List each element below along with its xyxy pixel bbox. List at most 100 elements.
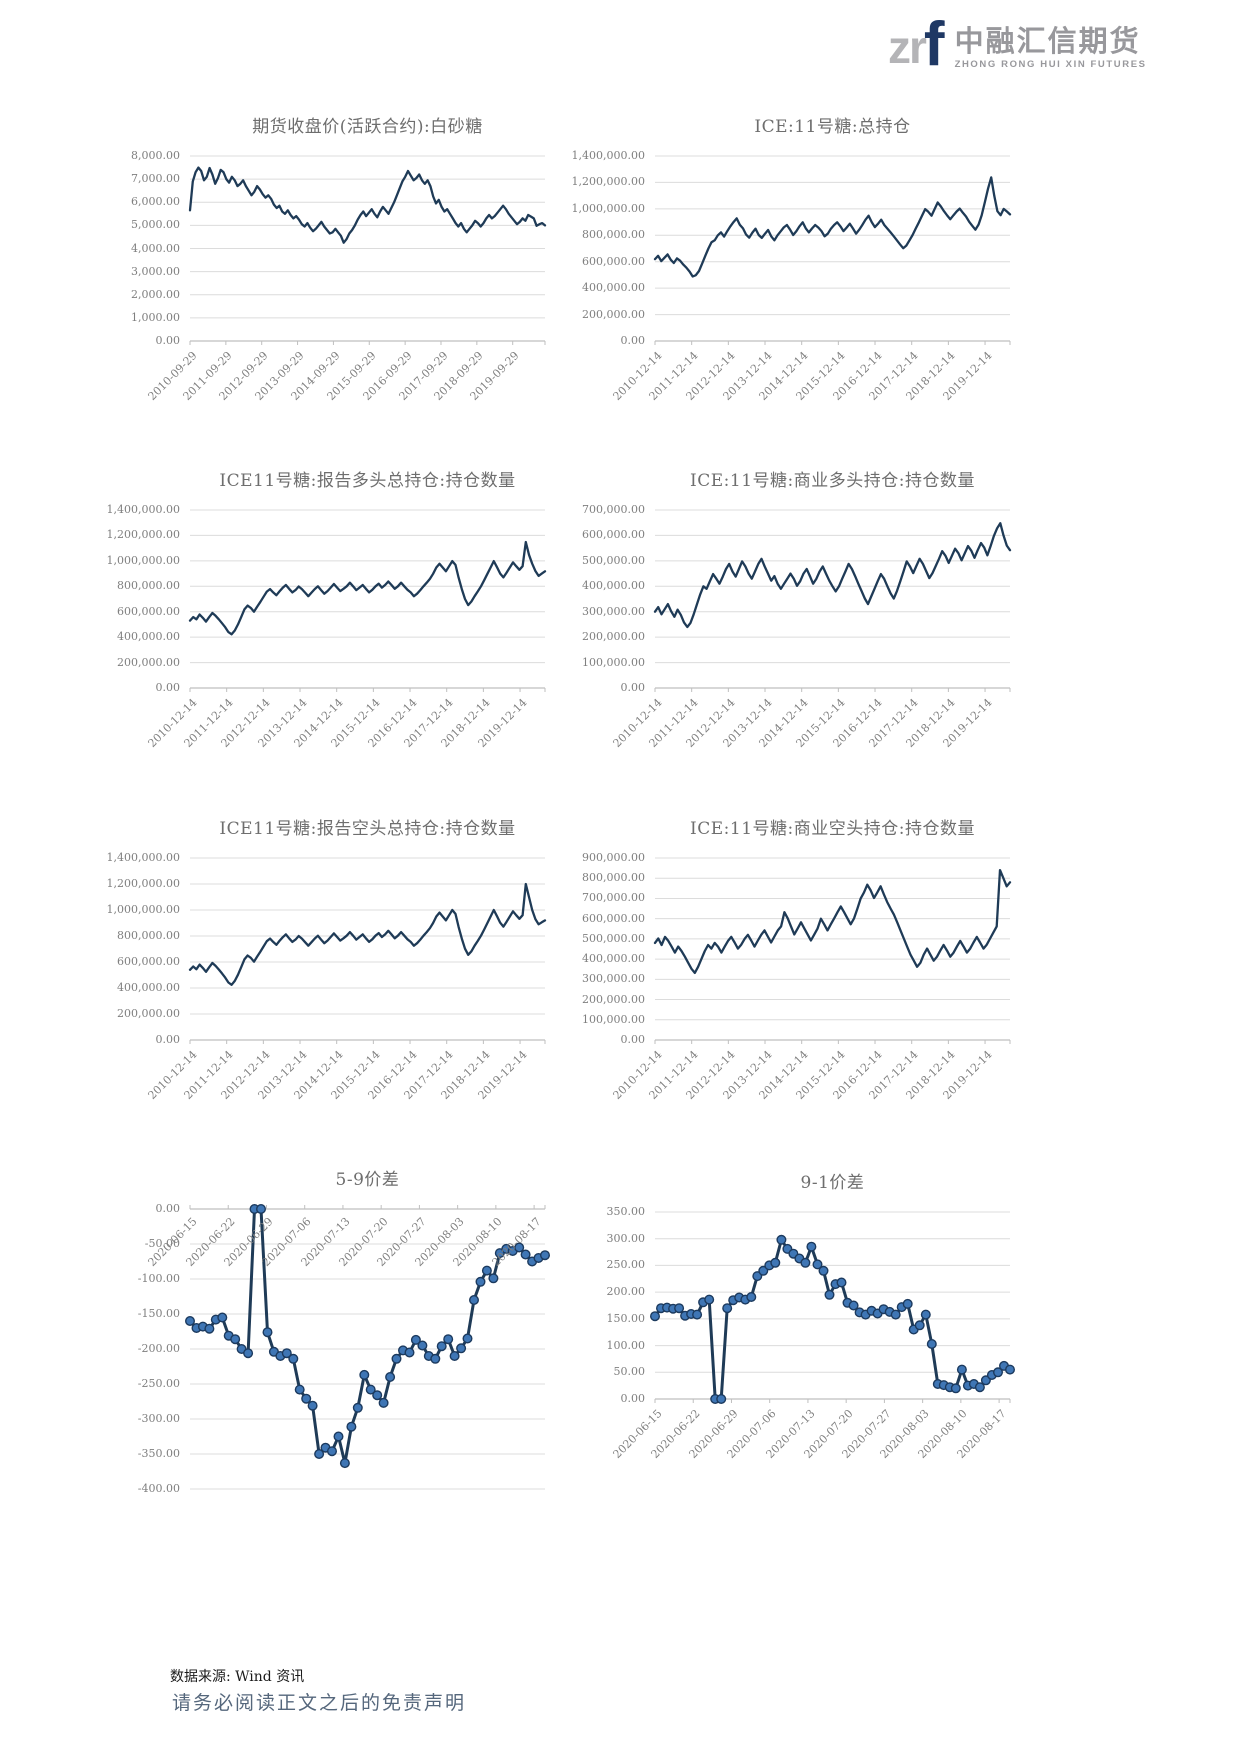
y-tick-label: 6,000.00 [131,195,180,209]
y-tick-label: 200,000.00 [582,630,645,644]
y-tick-label: -400.00 [137,1482,180,1495]
chart-ice11-reported-short-oi: ICE11号糖:报告空头总持仓:持仓数量 1,400,000.00 1,200,0… [107,819,547,1102]
chart-5-9-spread: 5-9价差 0.00 -50.00 -100.00 -150.00 -200.00 -25… [138,1170,551,1495]
y-tick-label: 300.00 [606,1231,646,1245]
company-logo: zr f 中融汇信期货 ZHONG RONG HUI XIN FUTURES [888,14,1147,76]
y-tick-label: 600,000.00 [582,254,645,268]
logo-zr-letters: zr [888,21,927,73]
disclaimer-note: 请务必阅读正文之后的免责声明 [172,1692,467,1714]
company-name-cn: 中融汇信期货 [954,24,1141,58]
y-axis: 1,400,000.00 1,200,000.00 1,000,000.00 800,… [60,851,180,1046]
y-tick-label: 1,200,000.00 [106,528,180,542]
y-tick-label: 400,000.00 [582,579,645,593]
y-tick-label: 0.00 [155,1033,181,1046]
y-tick-label: -200.00 [137,1342,180,1355]
y-tick-label: 400,000.00 [117,630,180,644]
y-tick-label: 5,000.00 [131,218,180,232]
plot-area [184,1203,551,1490]
y-tick-label: -50.00 [144,1237,180,1250]
y-tick-label: 800,000.00 [117,929,180,942]
y-axis: 900,000.00 800,000.00 700,000.00 600,000.00… [525,851,645,1046]
y-tick-label: 400,000.00 [582,952,645,966]
y-tick-label: 600,000.00 [117,604,180,618]
y-axis: 1,400,000.00 1,200,000.00 1,000,000.00 800,… [525,149,645,347]
chart-futures-close-white-sugar: 期货收盘价(活跃合约):白砂糖 8,000.00 7,000.00 6,000.00… [131,117,547,403]
y-tick-label: 1,400,000.00 [106,503,180,516]
chart-title: 期货收盘价(活跃合约):白砂糖 [252,117,483,137]
plot-area [188,857,547,1044]
y-axis: 0.00 -50.00 -100.00 -150.00 -200.00 -250.00 -3… [60,1202,180,1495]
chart-title: 5-9价差 [335,1170,400,1190]
y-tick-label: 600,000.00 [582,528,645,542]
y-tick-label: 800,000.00 [582,228,645,242]
chart-title: ICE:11号糖:总持仓 [754,117,911,137]
y-tick-label: 7,000.00 [131,172,180,186]
y-tick-label: 2,000.00 [131,287,180,301]
y-tick-label: 700,000.00 [582,891,645,905]
y-tick-label: -150.00 [137,1307,180,1320]
logo-text-block: 中融汇信期货 ZHONG RONG HUI XIN FUTURES [955,26,1147,70]
y-tick-label: 150.00 [606,1311,646,1325]
y-tick-label: -300.00 [137,1412,180,1425]
chart-title: ICE:11号糖:商业空头持仓:持仓数量 [690,819,975,839]
y-tick-label: 600,000.00 [582,911,645,925]
y-tick-label: 3,000.00 [131,264,180,278]
y-tick-label: 0.00 [620,334,646,347]
y-tick-label: 0.00 [155,1202,181,1215]
y-tick-label: 200,000.00 [117,655,180,669]
y-tick-label: 100.00 [606,1338,646,1352]
y-tick-label: 1,000,000.00 [106,553,180,567]
company-name-en: ZHONG RONG HUI XIN FUTURES [954,59,1147,70]
y-tick-label: 0.00 [620,681,646,694]
y-tick-label: 1,200,000.00 [106,877,180,890]
plot-area [649,1211,1016,1404]
chart-ice11-commercial-long-oi: ICE:11号糖:商业多头持仓:持仓数量 700,000.00 600,000.0… [582,471,1012,750]
y-tick-label: 1,000,000.00 [571,201,645,215]
y-tick-label: -100.00 [137,1272,180,1285]
y-tick-label: 200,000.00 [582,307,645,321]
y-tick-label: 4,000.00 [131,241,180,255]
y-tick-label: 100,000.00 [582,655,645,669]
y-tick-label: 200,000.00 [582,992,645,1006]
y-axis: 700,000.00 600,000.00 500,000.00 400,000.00… [525,503,645,694]
y-axis: 8,000.00 7,000.00 6,000.00 5,000.00 4,000.00… [60,149,180,347]
y-tick-label: 8,000.00 [131,149,180,162]
y-tick-label: 300,000.00 [582,972,645,986]
y-tick-label: 100,000.00 [582,1012,645,1026]
data-source-note: 数据来源: Wind 资讯 [170,1669,305,1685]
y-tick-label: 1,400,000.00 [106,851,180,864]
chart-ice11-total-open-interest: ICE:11号糖:总持仓 1,400,000.00 1,200,000.00 1,0… [572,117,1012,403]
chart-ice11-commercial-short-oi: ICE:11号糖:商业空头持仓:持仓数量 900,000.00 800,000.0… [582,819,1012,1102]
plot-area [188,509,547,692]
y-tick-label: -250.00 [137,1377,180,1390]
plot-area [653,155,1012,345]
y-tick-label: 800,000.00 [117,579,180,593]
y-tick-label: 250.00 [606,1258,646,1272]
chart-title: ICE:11号糖:商业多头持仓:持仓数量 [690,471,975,491]
y-tick-label: 50.00 [613,1365,646,1379]
y-axis: 1,400,000.00 1,200,000.00 1,000,000.00 800,… [60,503,180,694]
chart-ice11-reported-long-oi: ICE11号糖:报告多头总持仓:持仓数量 1,400,000.00 1,200,0… [107,471,547,750]
plot-area [188,155,547,345]
y-tick-label: 1,200,000.00 [571,175,645,189]
y-tick-label: 600,000.00 [117,955,180,968]
y-tick-label: -350.00 [137,1447,180,1460]
plot-area [653,857,1012,1044]
chart-title: ICE11号糖:报告多头总持仓:持仓数量 [219,471,516,491]
y-tick-label: 400,000.00 [582,281,645,295]
y-tick-label: 400,000.00 [117,981,180,994]
y-tick-label: 500,000.00 [582,931,645,945]
y-tick-label: 300,000.00 [582,604,645,618]
chart-title: 9-1价差 [800,1173,865,1193]
y-tick-label: 0.00 [620,1392,646,1405]
y-tick-label: 800,000.00 [582,871,645,885]
y-tick-label: 900,000.00 [582,851,645,864]
plot-area [653,509,1012,692]
y-tick-label: 1,000.00 [131,310,180,324]
y-tick-label: 350.00 [606,1205,646,1218]
y-tick-label: 200,000.00 [117,1007,180,1020]
y-tick-label: 500,000.00 [582,553,645,567]
y-axis: 350.00 300.00 250.00 200.00 150.00 100.00 50.0… [525,1205,646,1405]
y-tick-label: 1,000,000.00 [106,903,180,916]
